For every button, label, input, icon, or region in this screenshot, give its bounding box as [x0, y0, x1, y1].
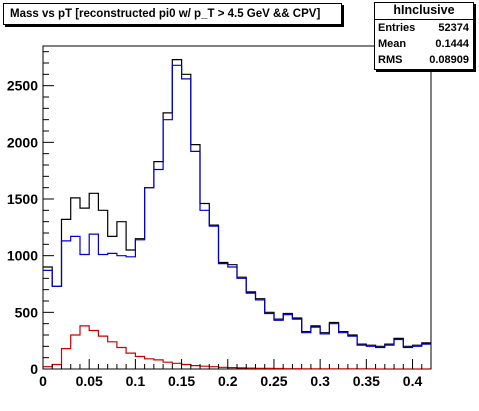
x-tick-label: 0.3	[310, 373, 330, 389]
x-tick-label: 0.15	[168, 373, 195, 389]
stats-row-mean: Mean 0.1444	[375, 36, 473, 52]
stats-row-rms: RMS 0.08909	[375, 52, 473, 68]
series-line-2	[43, 64, 431, 349]
stats-key: Entries	[378, 22, 416, 34]
y-tick-label: 2500	[7, 78, 38, 94]
x-tick-label: 0.05	[76, 373, 103, 389]
chart-title: Mass vs pT [reconstructed pi0 w/ p_T > 4…	[3, 3, 342, 25]
stats-box: hInclusive Entries 52374 Mean 0.1444 RMS…	[374, 2, 474, 70]
axis-layer: 0 0.05 0.1 0.15 0.2 0.25 0.3 0.35 0.4 0 500 1000 150…	[7, 51, 432, 389]
x-tick-label: 0.2	[218, 373, 238, 389]
y-tick-label: 2000	[7, 134, 38, 150]
plot-frame	[42, 45, 432, 370]
stats-value: 0.08909	[429, 54, 469, 66]
y-tick-label: 1000	[7, 248, 38, 264]
y-tick-label: 500	[15, 304, 39, 320]
stats-key: Mean	[378, 38, 407, 50]
stats-row-entries: Entries 52374	[375, 20, 473, 36]
stats-title: hInclusive	[375, 3, 473, 20]
y-tick-label: 1500	[7, 191, 38, 207]
stats-value: 0.1444	[435, 38, 469, 50]
x-tick-label: 0.35	[353, 373, 380, 389]
stats-key: RMS	[378, 54, 403, 66]
y-tick-label: 0	[30, 361, 38, 377]
stats-value: 52374	[438, 22, 469, 34]
x-tick-label: 0.25	[260, 373, 287, 389]
x-tick-label: 0.4	[403, 373, 423, 389]
x-tick-label: 0.1	[126, 373, 146, 389]
x-tick-label: 0	[39, 373, 47, 389]
